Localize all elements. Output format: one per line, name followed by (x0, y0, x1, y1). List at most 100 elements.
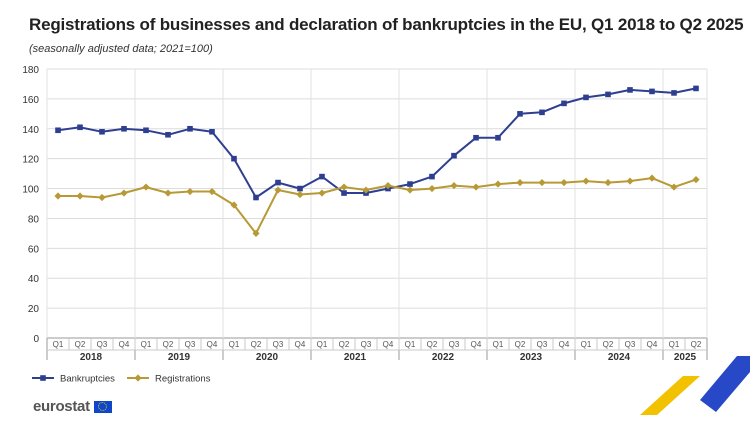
x-tick-label-quarter: Q4 (295, 340, 306, 349)
data-point-registrations (670, 183, 678, 191)
data-point-registrations (296, 190, 304, 199)
data-point-registrations (450, 181, 458, 190)
data-point-bankruptcies (253, 194, 259, 201)
chart-title: Registrations of businesses and declarat… (29, 15, 744, 34)
data-point-bankruptcies (495, 134, 501, 141)
data-point-registrations (406, 186, 414, 194)
x-tick-label-quarter: Q2 (515, 340, 526, 349)
data-point-registrations (626, 177, 634, 185)
data-point-bankruptcies (341, 190, 347, 196)
data-point-bankruptcies (561, 100, 567, 107)
data-point-registrations (582, 177, 590, 185)
x-tick-label-quarter: Q2 (603, 340, 614, 349)
x-tick-label-quarter: Q3 (449, 340, 460, 349)
data-point-bankruptcies (605, 91, 611, 98)
data-point-registrations (98, 193, 106, 202)
x-tick-label-year: 2018 (80, 352, 103, 363)
data-point-registrations (362, 186, 370, 194)
x-tick-label-year: 2025 (674, 352, 697, 363)
data-point-bankruptcies (429, 173, 435, 180)
decorative-chevron-blue (700, 356, 750, 412)
legend-label-registrations: Registrations (155, 374, 211, 385)
series-line-registrations (58, 177, 697, 235)
data-point-registrations (208, 187, 216, 196)
data-point-bankruptcies (77, 124, 83, 131)
decorative-chevron-yellow (640, 376, 700, 415)
chart-subtitle: (seasonally adjusted data; 2021=100) (29, 43, 213, 55)
y-tick-label: 40 (28, 274, 40, 285)
y-tick-label: 160 (22, 95, 39, 106)
data-point-registrations (516, 178, 524, 187)
data-point-bankruptcies (517, 111, 523, 117)
data-point-registrations (318, 189, 326, 197)
data-point-registrations (76, 192, 84, 200)
data-point-bankruptcies (319, 173, 325, 180)
x-tick-label-quarter: Q4 (207, 340, 218, 349)
data-point-bankruptcies (297, 185, 303, 192)
x-tick-label-quarter: Q1 (669, 340, 680, 349)
x-tick-label-quarter: Q3 (537, 340, 548, 349)
y-tick-label: 0 (33, 334, 39, 345)
legend-label-bankruptcies: Bankruptcies (60, 374, 115, 385)
x-tick-label-quarter: Q2 (427, 340, 438, 349)
data-point-bankruptcies (649, 88, 655, 95)
data-point-bankruptcies (99, 128, 105, 135)
data-point-bankruptcies (121, 125, 127, 132)
data-point-bankruptcies (275, 179, 281, 186)
data-point-bankruptcies (407, 181, 413, 187)
data-point-registrations (54, 192, 62, 200)
x-tick-label-year: 2020 (256, 352, 279, 363)
data-point-registrations (472, 183, 480, 191)
data-point-bankruptcies (539, 109, 545, 116)
x-tick-label-quarter: Q2 (691, 340, 702, 349)
x-tick-label-quarter: Q2 (75, 340, 86, 349)
data-point-registrations (230, 201, 238, 209)
data-point-registrations (560, 178, 568, 187)
data-point-registrations (538, 178, 546, 187)
x-tick-label-quarter: Q1 (405, 340, 416, 349)
data-point-bankruptcies (473, 134, 479, 141)
data-point-registrations (120, 189, 128, 197)
data-point-registrations (648, 174, 656, 182)
data-point-registrations (186, 187, 194, 196)
y-tick-label: 20 (28, 304, 40, 315)
x-tick-label-quarter: Q1 (317, 340, 328, 349)
x-tick-label-year: 2023 (520, 352, 543, 363)
eurostat-logo: eurostat (33, 398, 112, 415)
x-tick-label-quarter: Q1 (493, 340, 504, 349)
eu-flag-icon (93, 400, 112, 413)
data-point-bankruptcies (693, 85, 699, 92)
x-tick-label-quarter: Q1 (229, 340, 240, 349)
x-tick-label-year: 2022 (432, 352, 455, 363)
x-tick-label-quarter: Q4 (471, 340, 482, 349)
x-tick-label-quarter: Q4 (559, 340, 570, 349)
x-tick-label-year: 2021 (344, 352, 367, 363)
x-tick-label-quarter: Q3 (185, 340, 196, 349)
data-point-bankruptcies (671, 90, 677, 96)
eurostat-wordmark: eurostat (33, 398, 90, 415)
data-point-bankruptcies (187, 125, 193, 132)
data-point-bankruptcies (165, 131, 171, 138)
y-tick-label: 60 (28, 244, 40, 255)
x-tick-label-quarter: Q3 (273, 340, 284, 349)
x-tick-label-quarter: Q2 (163, 340, 174, 349)
x-tick-label-quarter: Q3 (97, 340, 108, 349)
y-tick-label: 140 (22, 125, 39, 136)
x-tick-label-quarter: Q4 (383, 340, 394, 349)
x-tick-label-quarter: Q4 (119, 340, 130, 349)
data-point-registrations (604, 178, 612, 187)
data-point-bankruptcies (583, 94, 589, 101)
x-tick-label-quarter: Q2 (339, 340, 350, 349)
legend-marker-bankruptcies (40, 375, 46, 381)
data-point-registrations (164, 189, 172, 197)
y-tick-label: 180 (22, 65, 39, 76)
data-point-registrations (340, 183, 348, 191)
x-tick-label-quarter: Q4 (647, 340, 658, 349)
series-line-bankruptcies (57, 87, 697, 199)
x-tick-label-quarter: Q3 (361, 340, 372, 349)
y-tick-label: 100 (22, 185, 39, 196)
x-tick-label-quarter: Q3 (625, 340, 636, 349)
data-point-registrations (428, 184, 436, 193)
data-point-bankruptcies (55, 127, 61, 134)
